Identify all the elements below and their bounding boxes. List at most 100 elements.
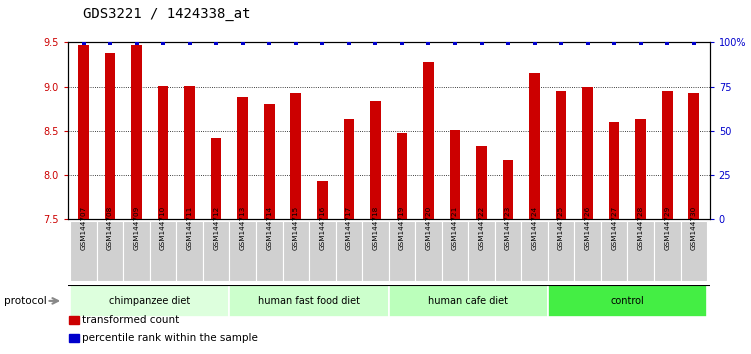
Bar [397,133,407,219]
Bar [309,221,336,281]
Text: human cafe diet: human cafe diet [428,296,508,306]
Bar [158,86,168,219]
Bar [71,285,230,317]
Bar [256,221,282,281]
Bar [556,91,566,219]
Point [581,41,593,46]
Bar [415,221,442,281]
Bar [123,221,150,281]
Text: GSM144719: GSM144719 [399,206,405,250]
Point [688,41,700,46]
Text: GSM144712: GSM144712 [213,206,219,250]
Text: chimpanzee diet: chimpanzee diet [109,296,191,306]
Bar [502,160,514,219]
Text: GSM144730: GSM144730 [691,206,697,250]
Text: percentile rank within the sample: percentile rank within the sample [82,333,258,343]
Text: GSM144723: GSM144723 [505,206,511,250]
Text: GSM144709: GSM144709 [134,206,140,250]
Point [184,41,196,46]
Bar [609,122,620,219]
Bar [582,87,593,219]
Bar [264,103,275,219]
Bar [70,316,79,324]
Point [104,41,116,46]
Text: GSM144713: GSM144713 [240,206,246,250]
Bar [71,221,97,281]
Bar [362,221,389,281]
Point [529,41,541,46]
Bar [237,97,248,219]
Bar [662,91,673,219]
Text: GDS3221 / 1424338_at: GDS3221 / 1424338_at [83,7,250,21]
Bar [601,221,627,281]
Point [661,41,673,46]
Text: control: control [611,296,644,306]
Text: GSM144729: GSM144729 [664,206,670,250]
Text: GSM144724: GSM144724 [532,206,538,250]
Bar [442,221,468,281]
Bar [291,93,301,219]
Point [449,41,461,46]
Bar [495,221,521,281]
Text: GSM144726: GSM144726 [584,206,590,250]
Bar [370,101,381,219]
Bar [389,221,415,281]
Bar [689,93,699,219]
Bar [476,146,487,219]
Point [635,41,647,46]
Bar [97,221,123,281]
Text: GSM144720: GSM144720 [426,206,431,250]
Point [316,41,328,46]
Text: GSM144708: GSM144708 [107,206,113,250]
Point [237,41,249,46]
Bar [184,86,195,219]
Point [608,41,620,46]
Text: GSM144707: GSM144707 [80,206,86,250]
Point [343,41,355,46]
Text: GSM144725: GSM144725 [558,206,564,250]
Bar [131,45,142,219]
Text: GSM144717: GSM144717 [346,206,351,250]
Text: protocol: protocol [4,296,47,306]
Point [555,41,567,46]
Text: transformed count: transformed count [82,315,179,325]
Point [422,41,434,46]
Text: GSM144714: GSM144714 [267,206,273,250]
Bar [317,182,327,219]
Text: GSM144710: GSM144710 [160,206,166,250]
Text: GSM144718: GSM144718 [372,206,379,250]
Point [77,41,89,46]
Point [264,41,276,46]
Point [210,41,222,46]
Point [290,41,302,46]
Point [369,41,382,46]
Bar [547,221,575,281]
Bar [104,53,116,219]
Text: GSM144727: GSM144727 [611,206,617,250]
Point [502,41,514,46]
Bar [680,221,707,281]
Bar [521,221,547,281]
Bar [654,221,680,281]
Text: GSM144716: GSM144716 [319,206,325,250]
Text: GSM144715: GSM144715 [293,206,299,250]
Bar [176,221,203,281]
Bar [203,221,230,281]
Point [396,41,408,46]
Text: GSM144711: GSM144711 [187,206,193,250]
Bar [70,334,79,342]
Bar [230,285,389,317]
Bar [529,74,540,219]
Bar [78,45,89,219]
Bar [211,138,222,219]
Point [475,41,487,46]
Bar [423,62,434,219]
Bar [627,221,654,281]
Bar [343,119,354,219]
Text: human fast food diet: human fast food diet [258,296,360,306]
Bar [450,130,460,219]
Bar [575,221,601,281]
Bar [468,221,495,281]
Point [157,41,169,46]
Point [131,41,143,46]
